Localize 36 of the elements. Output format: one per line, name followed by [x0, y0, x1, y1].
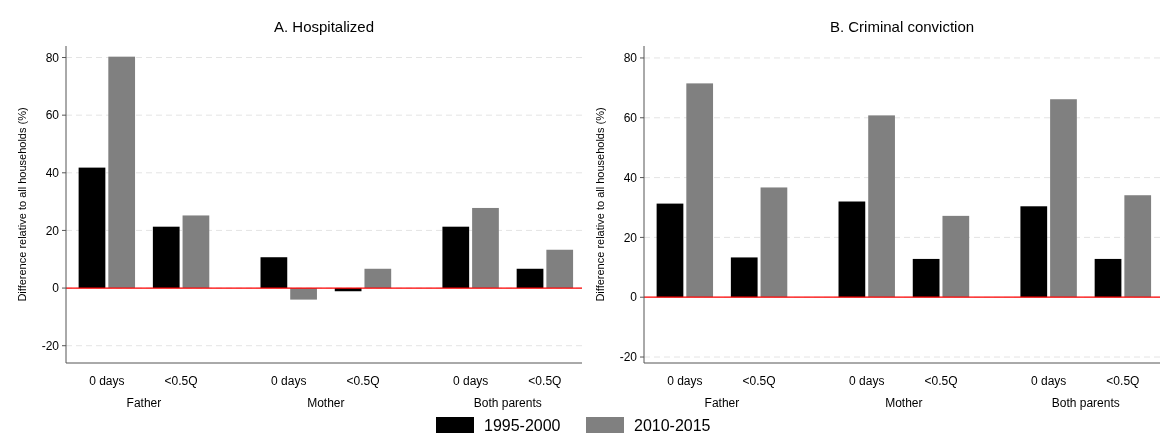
x-tick-label: 0 days [1030, 374, 1067, 388]
x-tick-label: <0.5Q [742, 374, 776, 388]
y-tick-label: 60 [45, 108, 60, 123]
y-tick-label: 20 [45, 223, 60, 238]
text: Father [126, 396, 162, 410]
legend-label: 2010-2015 [634, 417, 711, 435]
text: Mother [307, 396, 345, 410]
text: Mother [885, 396, 923, 410]
text: Both parents [1051, 396, 1120, 410]
chart-title: A. Hospitalized [273, 18, 375, 35]
y-tick-label: 0 [630, 290, 638, 305]
x-tick-label: 0 days [271, 374, 307, 388]
y-axis-title: Difference relative to all households (%) [16, 107, 28, 302]
x-tick-label: 0 days [452, 374, 489, 388]
text: Both parents [473, 396, 542, 410]
x-tick-label: <0.5Q [164, 374, 198, 388]
y-tick-label: 60 [623, 110, 638, 125]
y-tick-label: 20 [623, 230, 638, 245]
x-tick-label: 0 days [849, 374, 885, 388]
x-tick-label: <0.5Q [1106, 374, 1140, 388]
chart-title: B. Criminal conviction [829, 18, 975, 35]
x-tick-label: <0.5Q [528, 374, 562, 388]
y-tick-label: 40 [623, 170, 638, 185]
x-tick-label: <0.5Q [924, 374, 958, 388]
y-tick-label: -20 [41, 338, 60, 353]
y-tick-label: 80 [45, 50, 60, 65]
y-tick-label: 40 [45, 166, 60, 180]
x-tick-label: 0 days [667, 374, 703, 388]
x-tick-label: 0 days [89, 374, 125, 388]
y-tick-label: 80 [623, 51, 638, 66]
y-axis-title: Difference relative to all households (%) [594, 107, 606, 302]
y-tick-label: -20 [619, 350, 638, 365]
text: Father [704, 396, 740, 410]
y-tick-label: 0 [52, 281, 60, 296]
legend-label: 1995-2000 [484, 417, 561, 435]
x-tick-label: <0.5Q [346, 374, 380, 388]
